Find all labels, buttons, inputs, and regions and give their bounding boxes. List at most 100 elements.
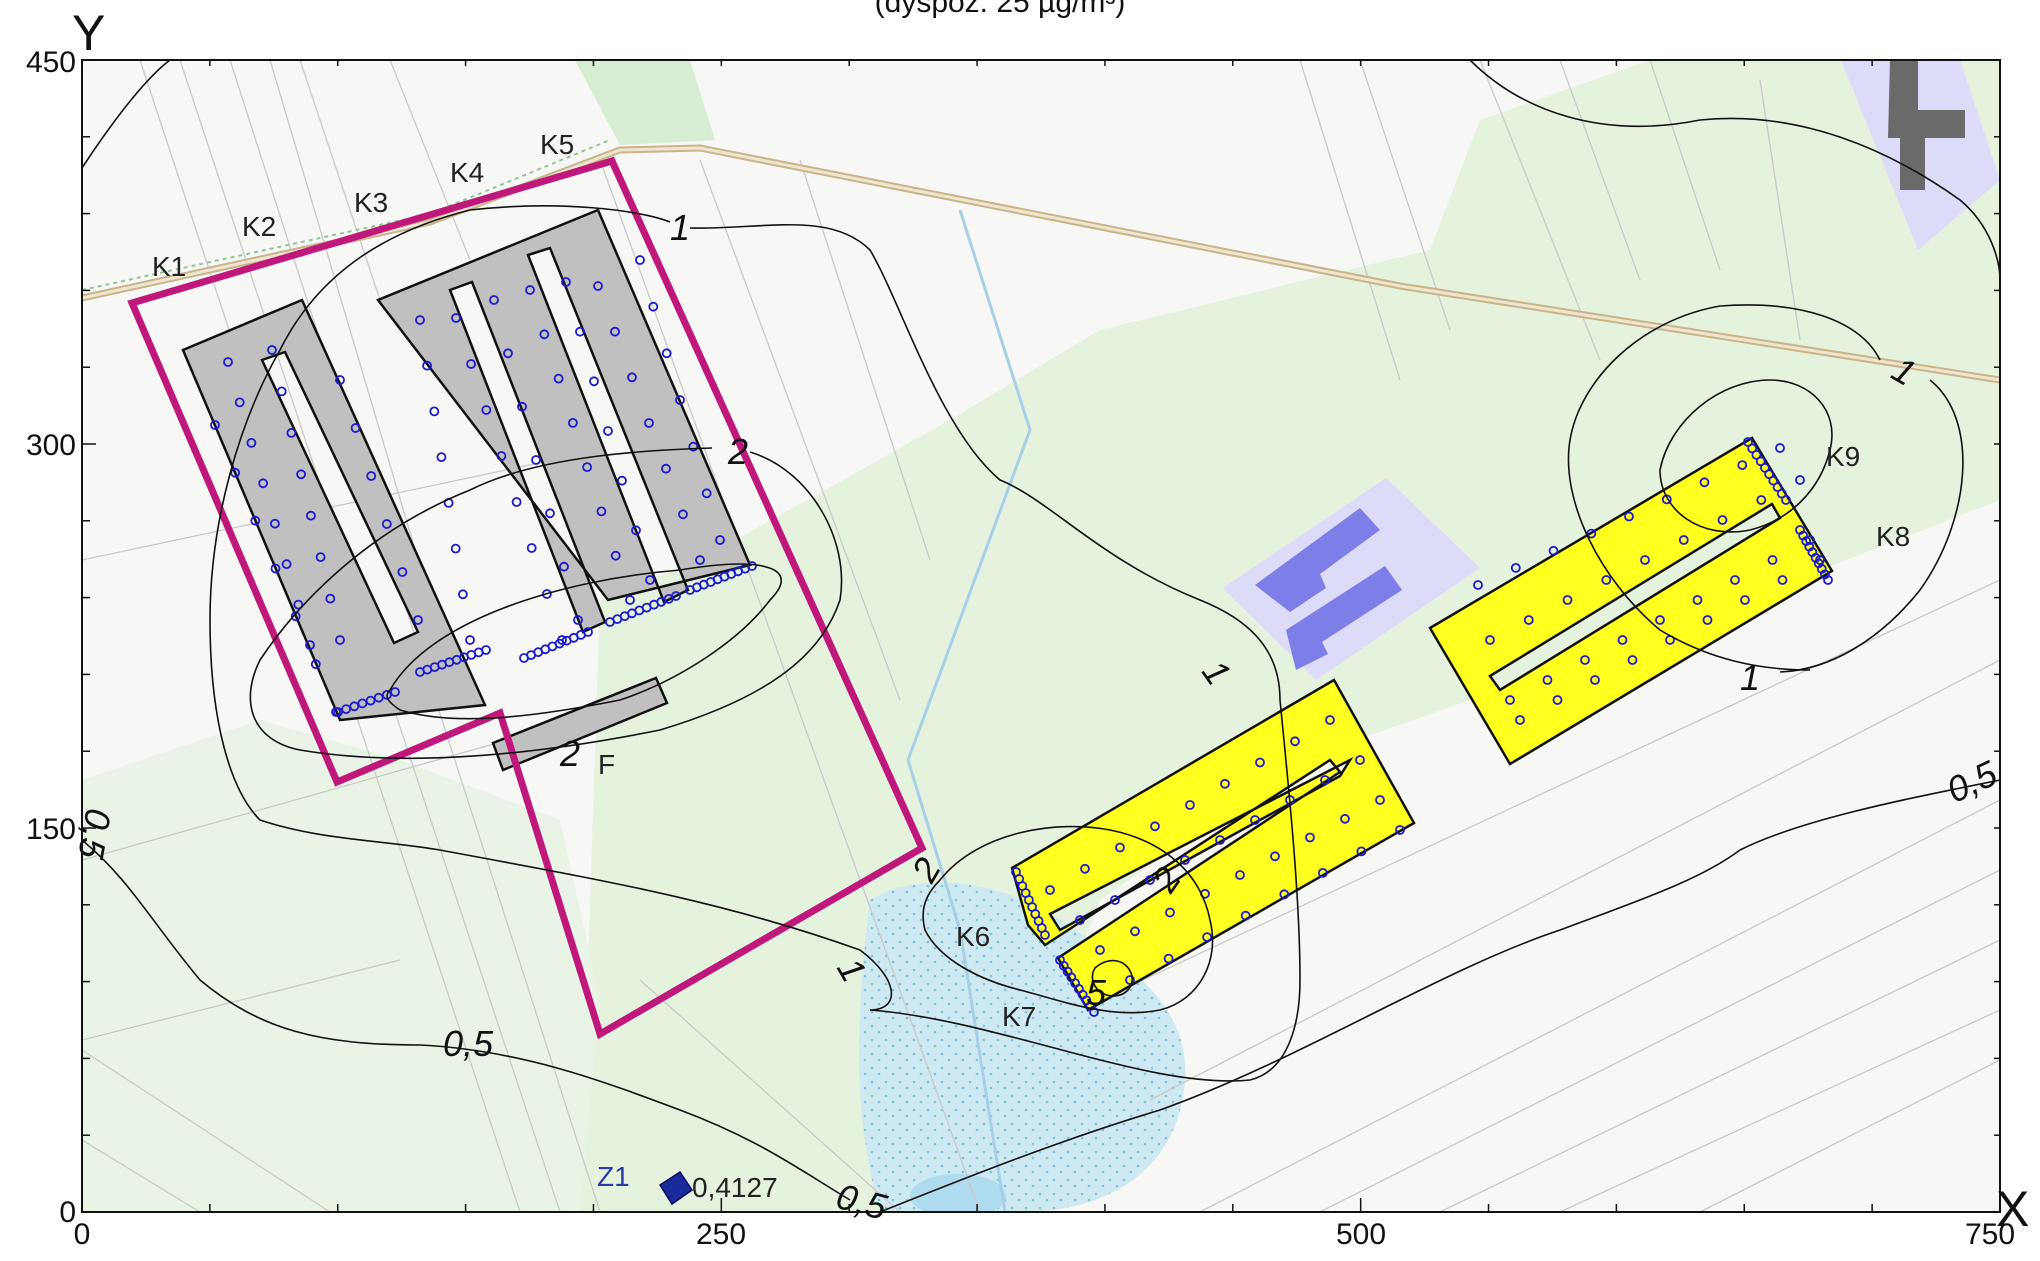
emitter-point [1089,1007,1099,1017]
emitter-point [286,427,297,438]
emitter-point [1548,545,1559,556]
emitter-point [465,635,475,645]
y-axis-ticks [82,59,2000,1213]
x-axis-label: X [1996,1181,2029,1237]
emitter-point [1655,615,1665,625]
emitter-point [589,376,599,387]
emitter-point [1320,775,1330,785]
x-tick-labels: 0 250 500 750 [74,1218,2015,1251]
emitter-point [1580,655,1590,665]
emitter-point [610,550,621,561]
emitter-point [675,395,685,405]
emitter-point [1125,975,1135,985]
emitter-point [603,426,613,436]
emitter-point [267,345,277,355]
emitter-point [1515,715,1525,725]
industrial-building [1888,60,1965,190]
source-label-k5: K5 [540,129,574,160]
emitter-point [1590,675,1600,685]
emitter-point [644,418,654,428]
emitter-point [1795,475,1805,485]
emitter-point [373,692,384,703]
emitter-point [1601,575,1612,585]
isoline-0-5 [1469,60,2000,281]
emitter-point [489,295,499,305]
emitter-point [526,543,537,553]
emitter-point [1318,868,1328,878]
source-label-k9: K9 [1826,441,1860,472]
emitter-point [1095,945,1105,955]
emitter-point [1485,635,1495,645]
farm-buildings-grey [181,208,752,772]
emitter-point [1255,757,1265,768]
concentration-isolines [82,60,2000,1212]
emitter-point [531,455,541,465]
emitter-point [1045,885,1055,895]
source-label-k3: K3 [354,187,388,218]
source-label-k1: K1 [152,251,186,282]
emitter-point [357,698,368,709]
emitter-point [1145,875,1155,885]
emitter-point [349,701,360,712]
x-tick-label: 0 [74,1218,91,1251]
source-labels: K1 K2 K3 K4 K5 K6 K7 K8 K9 F [152,129,1910,1032]
emitter-point [525,285,535,295]
isoline-label: 0,5 [443,1023,494,1064]
emitter-point [415,315,425,325]
emitter-point [1702,615,1713,625]
emitter-point [568,417,578,428]
isoline-1 [209,205,1301,1082]
emitter-point [466,359,477,369]
emitter-point [1617,635,1628,645]
emitter-point [1180,855,1190,865]
x-tick-label: 500 [1336,1218,1386,1251]
source-label-k8: K8 [1876,521,1910,552]
emitter-point [335,375,345,385]
isoline-2 [249,447,843,760]
emitter-point [315,552,326,562]
isoline-label: 1 [1740,657,1760,698]
emitter-point [305,510,316,521]
emitter-point [1692,595,1703,605]
receptor-z1-label: Z1 [597,1161,630,1192]
emitter-point [701,488,712,499]
emitter-point [1542,675,1553,685]
emitter-point [635,255,645,265]
emitter-point [390,687,400,697]
emitter-point [1699,477,1710,488]
emitter-point [539,329,550,340]
emitter-point [325,593,336,604]
isoline-label: 2 [559,733,580,774]
emitter-point [1240,910,1251,921]
emitter-point [381,690,392,700]
isoline-label: 0,5 [70,805,119,862]
emitter-point [341,704,352,714]
emitter-point [715,535,725,545]
emitter-point [366,471,377,481]
emitter-point [1185,800,1195,810]
emitter-point [1627,655,1638,665]
emitter-point [661,463,671,474]
emitter-point [1150,821,1160,832]
emitter-point [1163,953,1174,964]
emitter-point [1110,895,1120,905]
emitter-point [1775,443,1785,453]
emitter-point [561,277,571,287]
emitter-point [617,475,627,486]
emitter-point [381,519,392,529]
pond [910,1174,1006,1212]
emitter-point [1640,555,1650,565]
emitter-point [1080,863,1090,874]
emitter-point [1290,736,1300,747]
emitter-point [422,360,433,371]
emitter-point [429,406,440,417]
isoline-label: 2 [727,431,748,472]
map-title: (dyspoz. 25 µg/m³) [875,0,1126,19]
emitter-point [583,627,593,637]
receptor-z1-marker [658,1170,694,1206]
emitter-point [695,555,705,565]
emitter-point [481,405,492,415]
emitter-point [582,462,592,473]
isoline-0-5 [82,839,851,1201]
